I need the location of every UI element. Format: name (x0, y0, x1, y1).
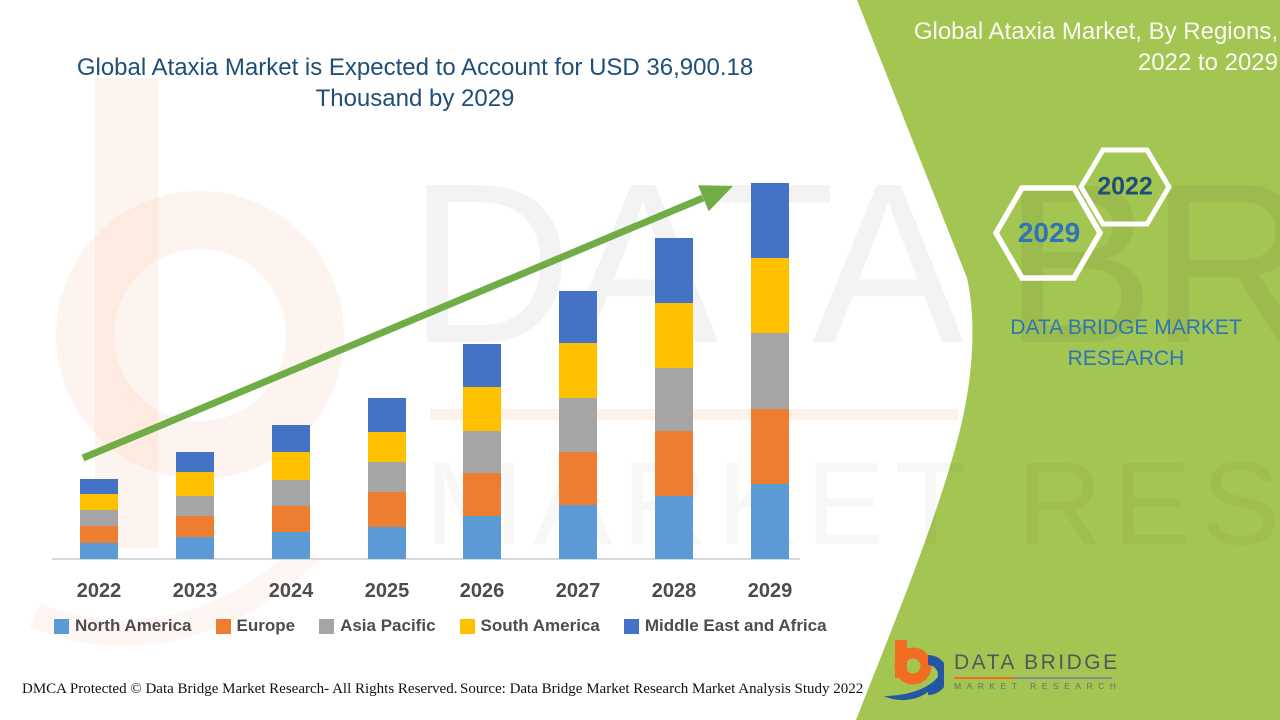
brand-wordmark-line1: DATA BRIDGE MARKET (1010, 316, 1242, 339)
logo-subtitle: MARKET RESEARCH (954, 681, 1122, 691)
bar-segment-2025-north-america (368, 527, 406, 559)
company-logo-icon (884, 640, 944, 701)
chart-title-line2: Thousand by 2029 (315, 85, 515, 112)
bar-segment-2023-europe (176, 516, 214, 537)
green-panel-shape (856, 0, 1280, 720)
legend-item-south-america: South America (459, 616, 600, 636)
bar-segment-2029-middle-east-and-africa (751, 183, 789, 258)
company-logo: DATA BRIDGE MARKET RESEARCH (882, 634, 1122, 708)
brand-wordmark-line2: RESEARCH (1067, 347, 1185, 370)
side-panel-title: Global Ataxia Market, By Regions, 2022 t… (898, 16, 1278, 78)
legend-label: Middle East and Africa (644, 616, 827, 635)
x-axis-label-2026: 2026 (459, 580, 505, 602)
bar-segment-2024-europe (272, 506, 310, 532)
legend-label: South America (480, 616, 600, 635)
brand-wordmark: DATA BRIDGE MARKET RESEARCH (1000, 312, 1252, 374)
bar-segment-2026-north-america (463, 516, 501, 559)
footer-source-text: Source: Data Bridge Market Research Mark… (460, 681, 864, 697)
bar-2029 (751, 183, 789, 559)
logo-name: DATA BRIDGE (954, 651, 1120, 674)
chart-title-line1: Global Ataxia Market is Expected to Acco… (76, 54, 754, 81)
legend-swatch (459, 618, 475, 634)
bar-segment-2029-south-america (751, 258, 789, 333)
legend-label: Asia Pacific (340, 616, 436, 635)
bar-segment-2026-europe (463, 473, 501, 516)
x-axis-label-2028: 2028 (651, 580, 697, 602)
bar-segment-2025-asia-pacific (368, 462, 406, 492)
legend-item-middle-east-and-africa: Middle East and Africa (623, 616, 827, 636)
x-axis-label-2025: 2025 (364, 580, 410, 602)
hexagon-2022-label: 2022 (1097, 172, 1153, 201)
x-axis-label-2027: 2027 (555, 580, 601, 602)
bar-segment-2029-asia-pacific (751, 333, 789, 409)
bar-segment-2024-asia-pacific (272, 480, 310, 506)
x-axis-label-2029: 2029 (747, 580, 793, 602)
bar-segment-2025-europe (368, 492, 406, 527)
company-logo-text: DATA BRIDGE MARKET RESEARCH (954, 651, 1121, 691)
side-panel-title-line2: 2022 to 2029 (1137, 49, 1278, 76)
legend-item-asia-pacific: Asia Pacific (319, 616, 436, 636)
bar-segment-2029-north-america (751, 484, 789, 559)
footer-dmca-text: DMCA Protected © Data Bridge Market Rese… (22, 681, 458, 697)
side-panel-title-line1: Global Ataxia Market, By Regions, (913, 18, 1278, 45)
bar-segment-2029-europe (751, 409, 789, 484)
bar-segment-2028-north-america (655, 496, 693, 559)
bar-segment-2027-north-america (559, 505, 597, 559)
chart-title: Global Ataxia Market is Expected to Acco… (0, 52, 830, 114)
legend-swatch (623, 618, 639, 634)
legend-swatch (319, 618, 335, 634)
hexagon-2029-label: 2029 (1017, 217, 1081, 248)
logo-divider (954, 677, 1112, 679)
bar-segment-2023-asia-pacific (176, 496, 214, 516)
x-axis-line (52, 558, 800, 560)
